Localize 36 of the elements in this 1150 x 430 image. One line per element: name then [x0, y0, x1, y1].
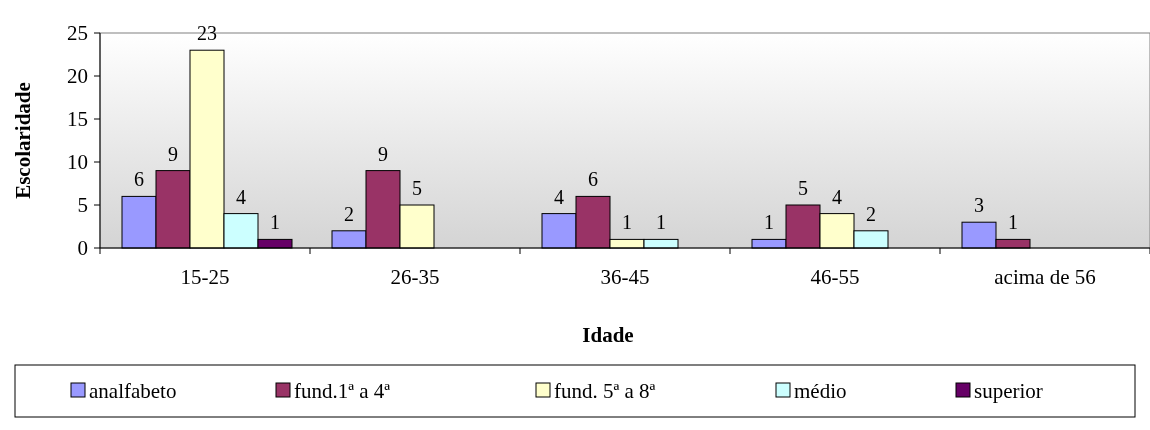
y-tick-label: 20 [67, 64, 88, 89]
data-label: 3 [974, 194, 984, 217]
data-label: 9 [168, 142, 178, 165]
data-label: 9 [378, 142, 388, 165]
y-axis-title: Escolaridade [11, 82, 35, 199]
data-label: 5 [412, 177, 422, 199]
data-label: 4 [832, 185, 842, 208]
y-tick-label: 25 [67, 21, 88, 46]
legend-label: médio [794, 379, 847, 404]
y-tick-label: 0 [77, 236, 88, 261]
data-label: 1 [764, 211, 774, 234]
legend-label: fund.1ª a 4ª [294, 379, 391, 404]
data-label: 1 [656, 211, 666, 234]
data-label: 2 [344, 202, 354, 225]
legend-label: fund. 5ª a 8ª [554, 379, 656, 404]
x-tick-label: acima de 56 [994, 265, 1096, 289]
data-label: 2 [866, 202, 876, 225]
data-label: 6 [134, 168, 144, 191]
y-tick-label: 5 [77, 193, 88, 218]
y-tick-label: 15 [67, 107, 88, 132]
legend-label: analfabeto [89, 379, 177, 404]
data-label: 4 [554, 185, 564, 208]
data-label: 23 [197, 22, 217, 45]
x-tick-label: 26-35 [390, 265, 440, 289]
x-tick-label: 36-45 [600, 265, 650, 289]
x-axis-title: Idade [582, 323, 634, 347]
data-label: 1 [1008, 211, 1018, 234]
data-label: 1 [270, 211, 280, 234]
data-label: 4 [236, 185, 246, 208]
legend-label: superior [974, 379, 1043, 404]
y-tick-label: 10 [67, 150, 88, 175]
x-tick-label: 46-55 [810, 265, 860, 289]
data-label: 5 [798, 177, 808, 199]
x-tick-label: 15-25 [180, 265, 230, 289]
data-label: 6 [588, 168, 598, 191]
data-label: 1 [622, 211, 632, 234]
